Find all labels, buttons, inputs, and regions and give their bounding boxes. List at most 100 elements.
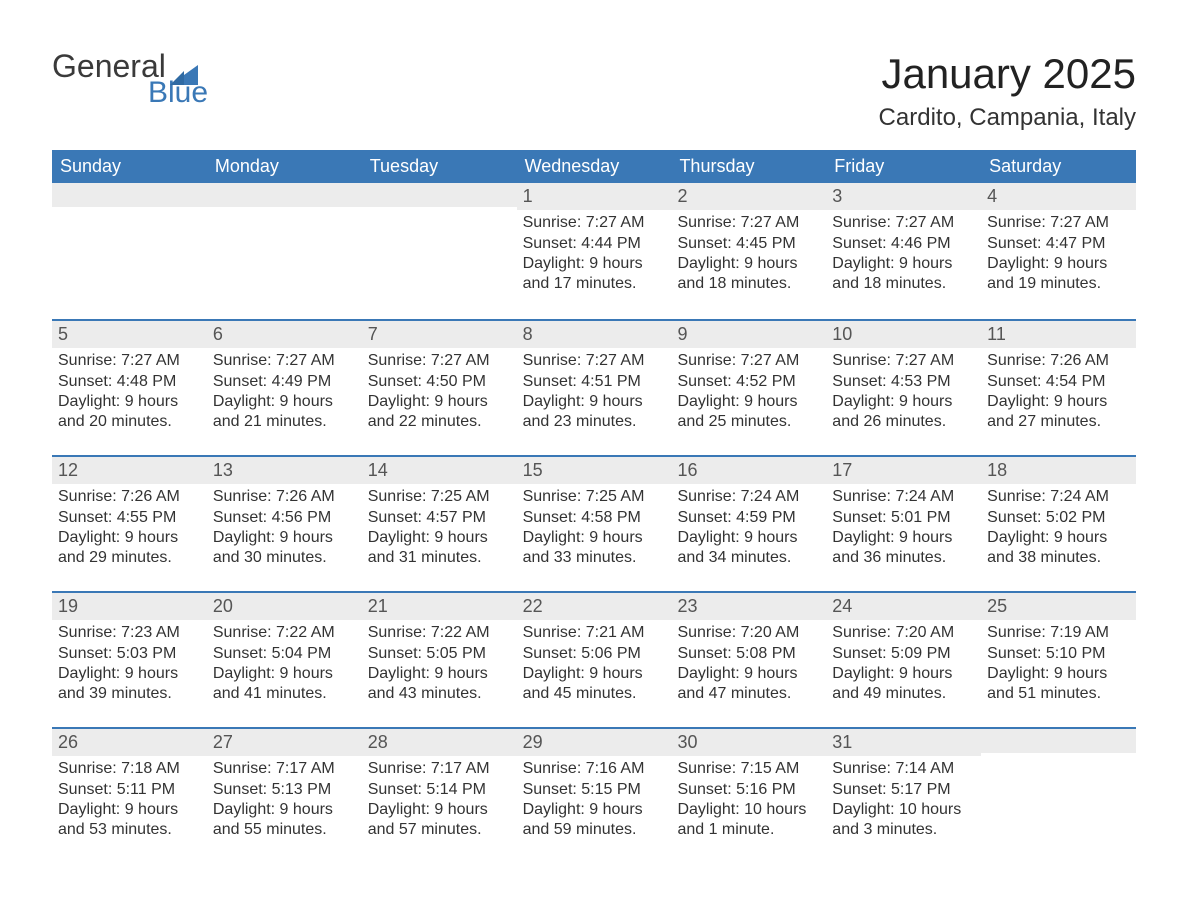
sunset-text: Sunset: 4:56 PM — [213, 508, 356, 528]
daylight-text: Daylight: 9 hours and 39 minutes. — [58, 664, 201, 705]
day-body: Sunrise: 7:21 AMSunset: 5:06 PMDaylight:… — [517, 620, 672, 711]
daylight-text: Daylight: 9 hours and 59 minutes. — [523, 800, 666, 841]
day-number: 31 — [826, 729, 981, 756]
daylight-text: Daylight: 9 hours and 47 minutes. — [677, 664, 820, 705]
sunrise-text: Sunrise: 7:27 AM — [368, 351, 511, 371]
day-cell: 5Sunrise: 7:27 AMSunset: 4:48 PMDaylight… — [52, 321, 207, 451]
day-body: Sunrise: 7:27 AMSunset: 4:46 PMDaylight:… — [826, 210, 981, 301]
weeks-container: 1Sunrise: 7:27 AMSunset: 4:44 PMDaylight… — [52, 183, 1136, 859]
day-number: 7 — [362, 321, 517, 348]
day-cell: 4Sunrise: 7:27 AMSunset: 4:47 PMDaylight… — [981, 183, 1136, 315]
day-cell: 28Sunrise: 7:17 AMSunset: 5:14 PMDayligh… — [362, 729, 517, 859]
daylight-text: Daylight: 9 hours and 33 minutes. — [523, 528, 666, 569]
dow-wednesday: Wednesday — [517, 150, 672, 183]
day-cell: 3Sunrise: 7:27 AMSunset: 4:46 PMDaylight… — [826, 183, 981, 315]
week-row: 5Sunrise: 7:27 AMSunset: 4:48 PMDaylight… — [52, 319, 1136, 451]
day-number: 20 — [207, 593, 362, 620]
dow-sunday: Sunday — [52, 150, 207, 183]
dow-friday: Friday — [826, 150, 981, 183]
day-body: Sunrise: 7:20 AMSunset: 5:08 PMDaylight:… — [671, 620, 826, 711]
sunset-text: Sunset: 5:09 PM — [832, 644, 975, 664]
day-cell: 11Sunrise: 7:26 AMSunset: 4:54 PMDayligh… — [981, 321, 1136, 451]
sunrise-text: Sunrise: 7:24 AM — [987, 487, 1130, 507]
sunrise-text: Sunrise: 7:27 AM — [677, 351, 820, 371]
daylight-text: Daylight: 9 hours and 55 minutes. — [213, 800, 356, 841]
day-body: Sunrise: 7:27 AMSunset: 4:49 PMDaylight:… — [207, 348, 362, 439]
sunset-text: Sunset: 5:13 PM — [213, 780, 356, 800]
daylight-text: Daylight: 9 hours and 22 minutes. — [368, 392, 511, 433]
day-cell: 24 Sunrise: 7:20 AMSunset: 5:09 PMDayligh… — [826, 593, 981, 723]
day-number: 22 — [517, 593, 672, 620]
sunrise-text: Sunrise: 7:26 AM — [987, 351, 1130, 371]
sunrise-text: Sunrise: 7:25 AM — [523, 487, 666, 507]
day-cell: 21Sunrise: 7:22 AMSunset: 5:05 PMDayligh… — [362, 593, 517, 723]
calendar: Sunday Monday Tuesday Wednesday Thursday… — [52, 150, 1136, 859]
day-body: Sunrise: 7:15 AMSunset: 5:16 PMDaylight:… — [671, 756, 826, 847]
day-body: Sunrise: 7:27 AMSunset: 4:51 PMDaylight:… — [517, 348, 672, 439]
day-number: 19 — [52, 593, 207, 620]
week-row: 26Sunrise: 7:18 AMSunset: 5:11 PMDayligh… — [52, 727, 1136, 859]
sunrise-text: Sunrise: 7:27 AM — [832, 213, 975, 233]
sunrise-text: Sunrise: 7:22 AM — [368, 623, 511, 643]
day-cell: 16Sunrise: 7:24 AMSunset: 4:59 PMDayligh… — [671, 457, 826, 587]
day-number — [362, 183, 517, 207]
day-number: 8 — [517, 321, 672, 348]
day-cell: 22Sunrise: 7:21 AMSunset: 5:06 PMDayligh… — [517, 593, 672, 723]
sunset-text: Sunset: 5:16 PM — [677, 780, 820, 800]
sunrise-text: Sunrise: 7:26 AM — [213, 487, 356, 507]
day-cell — [207, 183, 362, 315]
day-number: 24 — [826, 593, 981, 620]
sunset-text: Sunset: 4:45 PM — [677, 234, 820, 254]
day-body: Sunrise: 7:17 AMSunset: 5:13 PMDaylight:… — [207, 756, 362, 847]
dow-saturday: Saturday — [981, 150, 1136, 183]
day-body: Sunrise: 7:24 AMSunset: 5:02 PMDaylight:… — [981, 484, 1136, 575]
day-cell: 26Sunrise: 7:18 AMSunset: 5:11 PMDayligh… — [52, 729, 207, 859]
day-body — [207, 207, 362, 216]
day-number: 15 — [517, 457, 672, 484]
sunset-text: Sunset: 5:06 PM — [523, 644, 666, 664]
day-number: 23 — [671, 593, 826, 620]
day-body: Sunrise: 7:27 AMSunset: 4:48 PMDaylight:… — [52, 348, 207, 439]
day-body: Sunrise: 7:26 AMSunset: 4:54 PMDaylight:… — [981, 348, 1136, 439]
week-row: 1Sunrise: 7:27 AMSunset: 4:44 PMDaylight… — [52, 183, 1136, 315]
day-cell: 9Sunrise: 7:27 AMSunset: 4:52 PMDaylight… — [671, 321, 826, 451]
day-cell: 19Sunrise: 7:23 AMSunset: 5:03 PMDayligh… — [52, 593, 207, 723]
sunset-text: Sunset: 4:48 PM — [58, 372, 201, 392]
sunset-text: Sunset: 4:55 PM — [58, 508, 201, 528]
sunrise-text: Sunrise: 7:14 AM — [832, 759, 975, 779]
sunrise-text: Sunrise: 7:27 AM — [987, 213, 1130, 233]
daylight-text: Daylight: 9 hours and 49 minutes. — [832, 664, 975, 705]
day-number — [52, 183, 207, 207]
day-number: 1 — [517, 183, 672, 210]
daylight-text: Daylight: 9 hours and 29 minutes. — [58, 528, 201, 569]
title-block: January 2025 Cardito, Campania, Italy — [879, 50, 1136, 132]
day-body: Sunrise: 7:25 AMSunset: 4:58 PMDaylight:… — [517, 484, 672, 575]
daylight-text: Daylight: 10 hours and 1 minute. — [677, 800, 820, 841]
sunset-text: Sunset: 4:53 PM — [832, 372, 975, 392]
daylight-text: Daylight: 9 hours and 27 minutes. — [987, 392, 1130, 433]
day-number: 30 — [671, 729, 826, 756]
day-number: 17 — [826, 457, 981, 484]
sunset-text: Sunset: 5:15 PM — [523, 780, 666, 800]
day-body: Sunrise: 7:23 AMSunset: 5:03 PMDaylight:… — [52, 620, 207, 711]
sunset-text: Sunset: 5:01 PM — [832, 508, 975, 528]
sunrise-text: Sunrise: 7:20 AM — [832, 623, 975, 643]
day-body: Sunrise: 7:14 AMSunset: 5:17 PMDaylight:… — [826, 756, 981, 847]
day-number: 3 — [826, 183, 981, 210]
day-cell — [52, 183, 207, 315]
week-row: 12Sunrise: 7:26 AMSunset: 4:55 PMDayligh… — [52, 455, 1136, 587]
daylight-text: Daylight: 9 hours and 43 minutes. — [368, 664, 511, 705]
daylight-text: Daylight: 9 hours and 41 minutes. — [213, 664, 356, 705]
sunrise-text: Sunrise: 7:27 AM — [832, 351, 975, 371]
day-number: 25 — [981, 593, 1136, 620]
day-cell: 17Sunrise: 7:24 AMSunset: 5:01 PMDayligh… — [826, 457, 981, 587]
sunset-text: Sunset: 4:46 PM — [832, 234, 975, 254]
day-cell: 1Sunrise: 7:27 AMSunset: 4:44 PMDaylight… — [517, 183, 672, 315]
day-number: 27 — [207, 729, 362, 756]
day-number: 2 — [671, 183, 826, 210]
day-body — [52, 207, 207, 216]
sunrise-text: Sunrise: 7:27 AM — [523, 351, 666, 371]
sunrise-text: Sunrise: 7:27 AM — [523, 213, 666, 233]
day-cell: 20Sunrise: 7:22 AMSunset: 5:04 PMDayligh… — [207, 593, 362, 723]
day-number: 14 — [362, 457, 517, 484]
